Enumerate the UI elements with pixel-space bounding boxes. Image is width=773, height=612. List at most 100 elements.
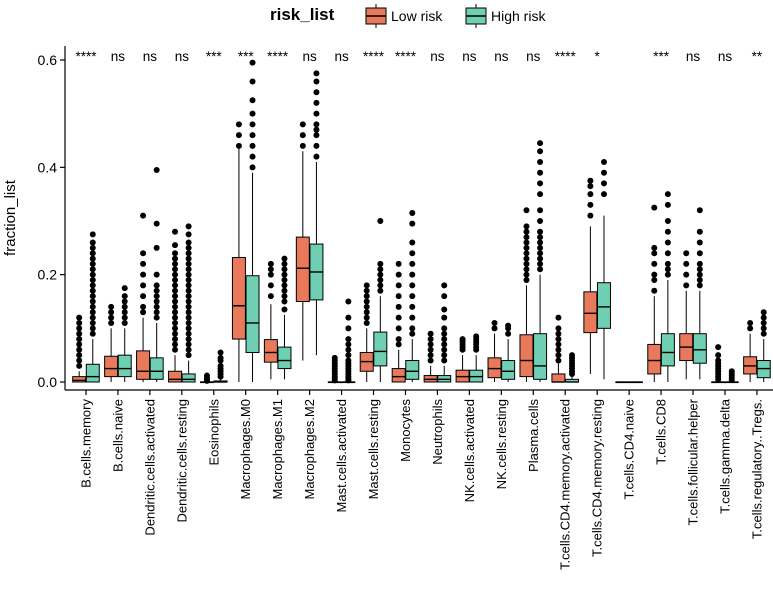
box-iqr	[245, 275, 260, 353]
outlier-point	[185, 282, 192, 289]
outlier-point	[89, 293, 96, 300]
x-tick-label: T.cells.regulatory..Tregs.	[749, 399, 764, 539]
box-low-risk	[551, 314, 566, 383]
outlier-point	[172, 277, 179, 284]
outlier-point	[185, 314, 192, 321]
outlier-point	[108, 303, 115, 310]
outlier-point	[153, 309, 160, 316]
outlier-point	[185, 309, 192, 316]
outlier-point	[537, 255, 544, 262]
outlier-point	[537, 239, 544, 246]
outlier-point	[140, 303, 147, 310]
box-high-risk	[405, 209, 420, 382]
outlier-point	[299, 142, 306, 149]
x-tick-label: T.cells.follicular.helper	[686, 398, 701, 525]
outlier-point	[409, 314, 416, 321]
outlier-point	[715, 344, 722, 351]
outlier-point	[153, 271, 160, 278]
significance-label: ns	[334, 49, 349, 64]
outlier-point	[153, 298, 160, 305]
outlier-point	[281, 255, 288, 262]
outlier-point	[664, 250, 671, 257]
outlier-point	[377, 277, 384, 284]
box-low-risk	[679, 250, 694, 380]
outlier-point	[89, 239, 96, 246]
outlier-point	[555, 314, 562, 321]
box-iqr	[263, 339, 278, 363]
outlier-point	[267, 282, 274, 289]
outlier-point	[185, 336, 192, 343]
outlier-point	[185, 231, 192, 238]
outlier-point	[409, 325, 416, 332]
outlier-point	[664, 271, 671, 278]
outlier-point	[313, 132, 320, 139]
outlier-point	[267, 293, 274, 300]
outlier-point	[313, 99, 320, 106]
significance-label: ns	[430, 49, 445, 64]
outlier-point	[140, 282, 147, 289]
outlier-point	[108, 309, 115, 316]
outlier-point	[377, 282, 384, 289]
significance-label: ****	[555, 49, 577, 64]
outlier-point	[395, 303, 402, 310]
outlier-point	[140, 271, 147, 278]
outlier-point	[89, 244, 96, 251]
outlier-point	[441, 282, 448, 289]
outlier-point	[363, 293, 370, 300]
outlier-point	[651, 277, 658, 284]
outlier-point	[281, 293, 288, 300]
outlier-point	[523, 260, 530, 267]
box-high-risk	[660, 191, 675, 382]
outlier-point	[172, 282, 179, 289]
box-low-risk	[455, 336, 470, 383]
outlier-point	[121, 293, 128, 300]
outlier-point	[331, 354, 338, 361]
outlier-point	[121, 309, 128, 316]
outlier-point	[217, 349, 224, 356]
outlier-point	[427, 330, 434, 337]
box-iqr	[501, 360, 516, 380]
significance-label: **	[752, 49, 763, 64]
outlier-point	[108, 319, 115, 326]
category-Mast.cells.resting	[359, 218, 388, 382]
outlier-point	[395, 341, 402, 348]
outlier-point	[153, 314, 160, 321]
outlier-point	[491, 319, 498, 326]
box-iqr	[405, 360, 420, 380]
outlier-point	[555, 336, 562, 343]
outlier-point	[313, 110, 320, 117]
outlier-point	[395, 293, 402, 300]
outlier-point	[172, 260, 179, 267]
outlier-point	[441, 314, 448, 321]
box-iqr	[136, 350, 151, 380]
outlier-point	[76, 357, 83, 364]
outlier-point	[587, 177, 594, 184]
outlier-point	[441, 346, 448, 353]
box-low-risk	[359, 282, 374, 382]
outlier-point	[683, 260, 690, 267]
outlier-point	[185, 277, 192, 284]
outlier-point	[555, 330, 562, 337]
outlier-point	[473, 333, 480, 340]
outlier-point	[537, 180, 544, 187]
x-tick-label: NK.cells.activated	[462, 399, 477, 502]
outlier-point	[185, 266, 192, 273]
outlier-point	[89, 314, 96, 321]
y-tick-label: 0.4	[38, 159, 58, 175]
outlier-point	[89, 303, 96, 310]
legend-low-label: Low risk	[391, 8, 443, 24]
outlier-point	[395, 314, 402, 321]
box-low-risk	[72, 314, 87, 383]
outlier-point	[587, 201, 594, 208]
significance-label: *	[595, 49, 601, 64]
outlier-point	[345, 357, 352, 364]
category-NK.cells.resting	[487, 319, 516, 382]
outlier-point	[89, 282, 96, 289]
box-iqr	[149, 357, 164, 380]
outlier-point	[172, 228, 179, 235]
outlier-point	[89, 231, 96, 238]
x-tick-label: Mast.cells.resting	[366, 399, 381, 499]
x-tick-label: B.cells.memory	[78, 399, 93, 488]
outlier-point	[89, 319, 96, 326]
significance-label: ****	[75, 49, 97, 64]
